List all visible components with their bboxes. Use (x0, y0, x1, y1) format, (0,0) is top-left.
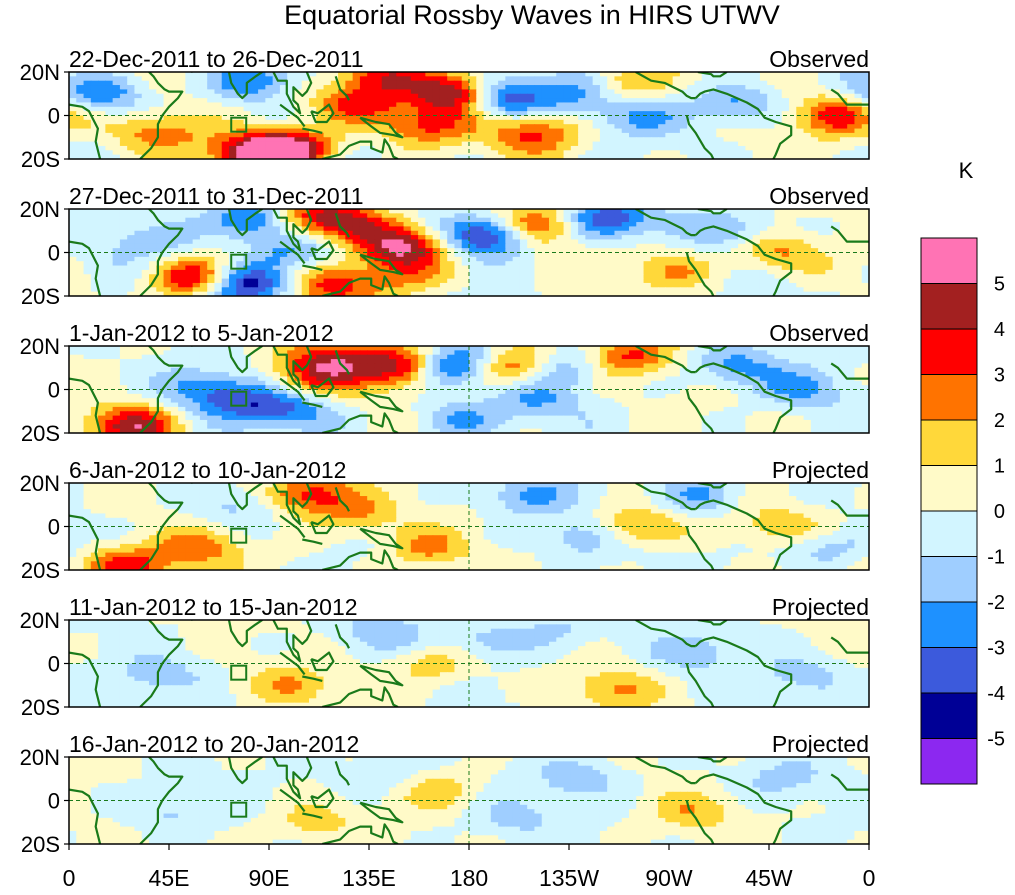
lat-label: 20S (21, 832, 60, 857)
panel-kind: Observed (769, 183, 869, 209)
colorbar-tick-label: 4 (994, 319, 1005, 341)
panel-date-range: 11-Jan-2012 to 15-Jan-2012 (69, 594, 358, 620)
panel-5-field (69, 616, 870, 708)
panel-date-range: 27-Dec-2011 to 31-Dec-2011 (69, 183, 364, 209)
panel-6-field (69, 753, 870, 845)
panel-date-range: 22-Dec-2011 to 26-Dec-2011 (69, 46, 364, 72)
lat-label: 0 (48, 104, 60, 129)
lon-label: 180 (450, 865, 488, 890)
colorbar-tick-label: -5 (987, 729, 1005, 751)
panel-date-range: 1-Jan-2012 to 5-Jan-2012 (69, 320, 334, 346)
colorbar-boxes (921, 238, 977, 784)
colorbar-tick-label: 5 (994, 274, 1005, 296)
lon-label: 90W (645, 865, 693, 890)
lon-label: 0 (63, 865, 76, 890)
colorbar-box (921, 420, 977, 466)
panel-date-range: 16-Jan-2012 to 20-Jan-2012 (69, 731, 359, 757)
panel-2-field (69, 205, 870, 297)
lon-label: 0 (863, 865, 876, 890)
colorbar-tick-label: 3 (994, 365, 1005, 387)
lat-label: 20N (20, 334, 60, 359)
lon-label: 90E (249, 865, 290, 890)
panel-3: 20N 0 20S 1-Jan-2012 to 5-Jan-2012 Observed (20, 320, 870, 446)
colorbar-box (921, 238, 977, 284)
panel-kind: Projected (772, 457, 869, 483)
panel-kind: Projected (772, 731, 869, 757)
panel-3-field (69, 342, 870, 434)
colorbar-tick-label: -1 (987, 547, 1005, 569)
lat-label: 0 (48, 652, 60, 677)
lat-label: 20N (20, 608, 60, 633)
panel-4-field (69, 479, 870, 571)
lat-label: 0 (48, 378, 60, 403)
lat-label: 20S (21, 695, 60, 720)
panel-2: 20N 0 20S 27-Dec-2011 to 31-Dec-2011 Observe… (20, 183, 870, 309)
colorbar-tick-label: -3 (987, 638, 1005, 660)
lat-label: 0 (48, 241, 60, 266)
lat-label: 0 (48, 789, 60, 814)
colorbar-box (921, 466, 977, 512)
colorbar-box (921, 557, 977, 603)
panel-1-field (69, 68, 870, 160)
panel-1: 20N 0 20S 22-Dec-2011 to 26-Dec-2011 Observe… (20, 46, 870, 172)
lat-label: 20N (20, 60, 60, 85)
lat-label: 20S (21, 284, 60, 309)
panel-5: 20N 0 20S 11-Jan-2012 to 15-Jan-2012 Project… (20, 594, 870, 720)
lat-label: 20N (20, 197, 60, 222)
colorbar-box (921, 739, 977, 785)
lat-label: 0 (48, 515, 60, 540)
longitude-axis: 0 45E 90E 135E 180 135W 90W 45W 0 (63, 844, 876, 890)
panel-4: 20N 0 20S 6-Jan-2012 to 10-Jan-2012 Projecte… (20, 457, 870, 583)
colorbar-box (921, 602, 977, 648)
colorbar-box (921, 648, 977, 694)
colorbar-box (921, 284, 977, 330)
panel-date-range: 6-Jan-2012 to 10-Jan-2012 (69, 457, 346, 483)
colorbar-tick-labels: 5 4 3 2 1 0 -1 -2 -3 -4 -5 (987, 274, 1005, 751)
colorbar-tick-label: -2 (987, 592, 1005, 614)
colorbar: K 5 4 3 2 1 0 -1 -2 -3 -4 -5 (921, 158, 1005, 784)
colorbar-box (921, 329, 977, 375)
lat-label: 20N (20, 471, 60, 496)
panel-kind: Projected (772, 594, 869, 620)
lat-label: 20S (21, 558, 60, 583)
lon-label: 135E (342, 865, 396, 890)
panel-6: 20N 0 20S 16-Jan-2012 to 20-Jan-2012 Project… (20, 731, 870, 857)
colorbar-box (921, 693, 977, 739)
lat-label: 20S (21, 147, 60, 172)
figure-title: Equatorial Rossby Waves in HIRS UTWV (284, 0, 780, 30)
lon-label: 135W (539, 865, 599, 890)
panel-kind: Observed (769, 46, 869, 72)
lon-label: 45E (149, 865, 190, 890)
lat-label: 20N (20, 745, 60, 770)
panel-kind: Observed (769, 320, 869, 346)
colorbar-box (921, 375, 977, 421)
colorbar-tick-label: 2 (994, 410, 1005, 432)
lat-label: 20S (21, 421, 60, 446)
colorbar-tick-label: 0 (994, 501, 1005, 523)
colorbar-box (921, 511, 977, 557)
colorbar-tick-label: 1 (994, 456, 1005, 478)
colorbar-tick-label: -4 (987, 683, 1005, 705)
lon-label: 45W (745, 865, 793, 890)
colorbar-unit: K (959, 158, 974, 183)
panels-group: 20N 0 20S 22-Dec-2011 to 26-Dec-2011 Observe… (20, 46, 870, 857)
